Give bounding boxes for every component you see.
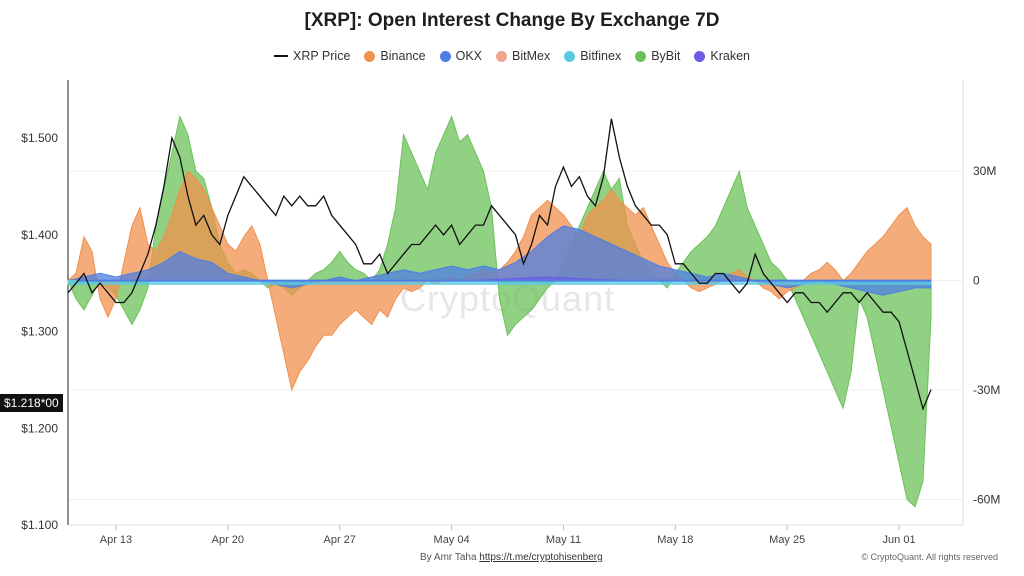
x-tick-label: Jun 01: [883, 534, 916, 546]
legend-item-kraken[interactable]: Kraken: [694, 49, 750, 63]
y-right-tick-label: -30M: [973, 383, 1000, 397]
x-tick-label: May 18: [657, 534, 693, 546]
chart-title: [XRP]: Open Interest Change By Exchange …: [304, 10, 720, 31]
y-right-tick-label: -60M: [973, 492, 1000, 506]
y-right-tick-label: 30M: [973, 164, 996, 178]
y-left-tick-label: $1.200: [21, 421, 58, 435]
x-tick-label: Apr 13: [100, 534, 132, 546]
legend-swatch: [439, 50, 451, 62]
legend-label: Bitfinex: [580, 49, 622, 63]
copyright: © CryptoQuant. All rights reserved: [861, 552, 998, 562]
x-tick-label: Apr 27: [323, 534, 355, 546]
y-left-tick-label: $1.100: [21, 518, 58, 532]
y-left-tick-label: $1.300: [21, 325, 58, 339]
legend-swatch: [273, 55, 288, 57]
legend-item-okx[interactable]: OKX: [439, 49, 483, 63]
legend-item-bybit[interactable]: ByBit: [635, 49, 680, 63]
legend-swatch: [694, 50, 706, 62]
legend-item-bitmex[interactable]: BitMex: [496, 49, 550, 63]
legend-label: Binance: [380, 49, 426, 63]
legend-item-binance[interactable]: Binance: [364, 49, 426, 63]
chart-legend: XRP Price Binance OKX BitMex Bitfinex ByBit Kr…: [0, 49, 1024, 63]
price-marker-label: $1.218*00: [0, 394, 63, 412]
y-right-tick-label: 0: [973, 274, 980, 288]
legend-swatch: [635, 50, 647, 62]
legend-label: ByBit: [651, 49, 681, 63]
legend-swatch: [364, 50, 376, 62]
x-tick-label: May 11: [546, 534, 581, 546]
footer-author: By Amr Taha: [420, 552, 477, 563]
footer: By Amr Taha https://t.me/cryptohisenberg: [420, 552, 603, 563]
legend-label: BitMex: [512, 49, 551, 63]
series-area-bybit: [67, 114, 932, 508]
x-tick-label: Apr 20: [212, 534, 244, 546]
y-left-tick-label: $1.400: [21, 228, 58, 242]
y-left-tick-label: $1.500: [21, 131, 58, 145]
legend-item-xrp-price[interactable]: XRP Price: [273, 49, 351, 63]
legend-label: XRP Price: [292, 49, 351, 63]
legend-label: Kraken: [710, 49, 751, 63]
legend-swatch: [564, 50, 576, 62]
legend-item-bitfinex[interactable]: Bitfinex: [564, 49, 621, 63]
footer-link[interactable]: https://t.me/cryptohisenberg: [479, 552, 603, 563]
legend-label: OKX: [455, 49, 483, 63]
x-tick-label: May 25: [769, 534, 805, 546]
x-tick-label: May 04: [434, 534, 470, 546]
legend-swatch: [496, 50, 508, 62]
price-line: [67, 118, 932, 411]
